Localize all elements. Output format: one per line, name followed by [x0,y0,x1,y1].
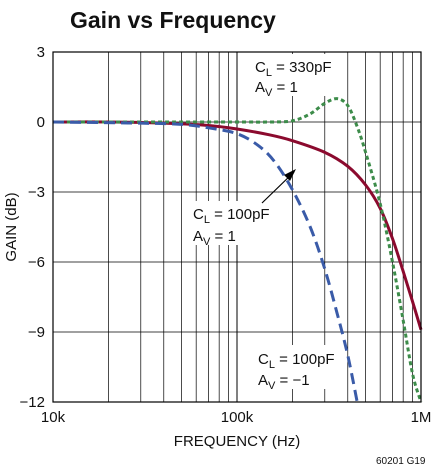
plot-frame [52,51,422,403]
series-line-cl100-av-neg1 [52,120,359,403]
ann-symbol: C [193,206,204,223]
ann-symbol: C [255,59,266,76]
ann-symbol: C [258,351,269,368]
annotation-line: CL = 100pF [258,351,335,371]
x-tick-label: 1M [411,409,432,426]
x-tick-labels: 10k 100k 1M [41,409,432,426]
ann-subscript: L [269,359,275,371]
ann-subscript: L [266,67,272,79]
annotation-line: AV = 1 [193,228,236,248]
ann-symbol: A [193,228,203,245]
annotation-line: AV = 1 [255,79,298,99]
y-tick-label: −9 [28,324,45,341]
series-line-cl330-av1 [53,97,423,403]
x-tick-label: 100k [221,409,254,426]
figure-id: 60201 G19 [376,456,426,467]
x-axis-label: FREQUENCY (Hz) [174,433,300,450]
grid-lines [53,52,421,402]
chart-title: Gain vs Frequency [70,7,276,33]
annotation-background [250,54,330,96]
ann-subscript: V [203,236,211,248]
annotation-line: AV = −1 [258,372,310,392]
annotation-background [188,201,270,245]
annotation-cl100-av-neg1: CL = 100pF AV = −1 [253,345,337,392]
ann-value: = 1 [210,228,235,245]
annotation-line: CL = 330pF [255,59,332,79]
ann-subscript: V [265,87,273,99]
ann-subscript: L [204,214,210,226]
ann-symbol: A [255,79,265,96]
ann-symbol: A [258,372,268,389]
y-tick-label: −3 [28,184,45,201]
ann-value: = 330pF [272,59,332,76]
annotation-cl100-av1: CL = 100pF AV = 1 [188,169,296,248]
y-tick-label: 3 [37,44,45,61]
y-tick-labels: 3 0 −3 −6 −9 −12 [20,44,45,411]
ann-subscript: V [268,380,276,392]
x-tick-label: 10k [41,409,66,426]
annotation-arrowhead [284,169,296,181]
y-axis-label: GAIN (dB) [3,192,20,261]
annotation-background [253,345,337,389]
annotation-line: CL = 100pF [193,206,270,226]
y-tick-label: −12 [20,394,45,411]
ann-value: = −1 [275,372,309,389]
ann-value: = 100pF [210,206,270,223]
series-layer [52,97,423,403]
ann-value: = 100pF [275,351,335,368]
annotation-cl330-av1: CL = 330pF AV = 1 [250,54,332,99]
ann-value: = 1 [272,79,297,96]
y-tick-label: −6 [28,254,45,271]
y-tick-label: 0 [37,114,45,131]
